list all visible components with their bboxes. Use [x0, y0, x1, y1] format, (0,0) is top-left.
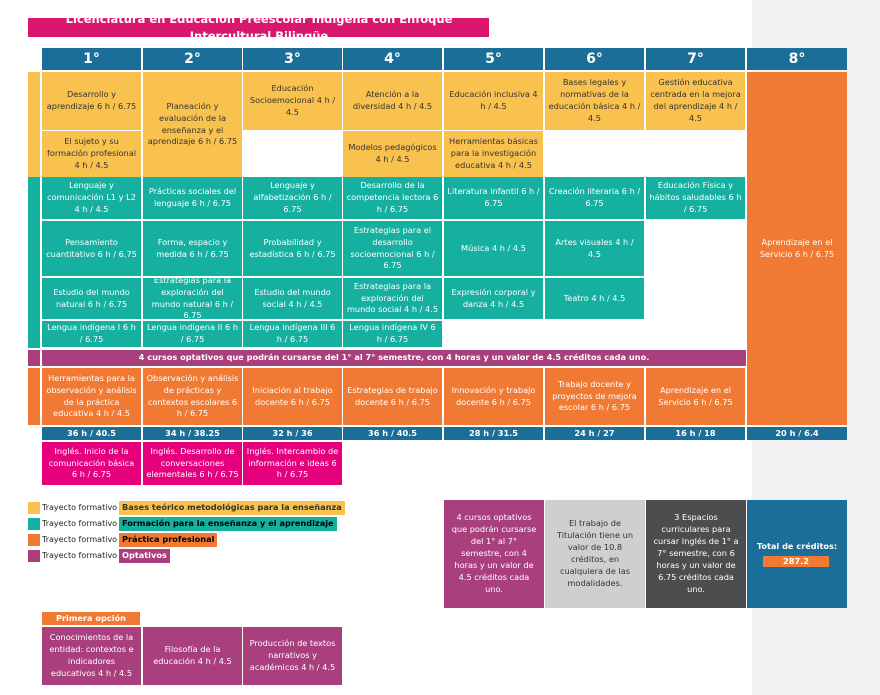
course-cell: Educación inclusiva 4 h / 4.5: [444, 72, 543, 130]
total-box: [747, 500, 847, 608]
course-cell: Inglés. Desarrollo de conversaciones ele…: [143, 442, 242, 485]
course-cell: Filosofía de la educación 4 h / 4.5: [143, 627, 242, 685]
course-cell: Lengua indígena III 6 h / 6.75: [243, 321, 342, 347]
legend-swatch: [28, 518, 40, 530]
semester-header: 8°: [747, 48, 847, 70]
course-cell: Estrategias para el desarrollo socioemoc…: [343, 221, 442, 276]
semester-total: 36 h / 40.5: [343, 427, 442, 440]
semester-total: 24 h / 27: [545, 427, 644, 440]
course-cell: Planeación y evaluación de la enseñanza …: [143, 72, 242, 177]
course-cell: Literatura infantil 6 h / 6.75: [444, 177, 543, 219]
course-cell: Lenguaje y alfabetización 6 h / 6.75: [243, 177, 342, 219]
course-cell: Creación literaria 6 h / 6.75: [545, 177, 644, 219]
course-cell: Expresión corporal y danza 4 h / 4.5: [444, 278, 543, 319]
course-cell: Innovación y trabajo docente 6 h / 6.75: [444, 368, 543, 425]
semester-header: 5°: [444, 48, 543, 70]
course-cell: Teatro 4 h / 4.5: [545, 278, 644, 319]
course-cell: Forma, espacio y medida 6 h / 6.75: [143, 221, 242, 276]
semester-total: 34 h / 38.25: [143, 427, 242, 440]
course-cell: Bases legales y normativas de la educaci…: [545, 72, 644, 130]
course-cell: Estudio del mundo natural 6 h / 6.75: [42, 278, 141, 319]
course-cell: Observación y análisis de prácticas y co…: [143, 368, 242, 425]
semester-total: 36 h / 40.5: [42, 427, 141, 440]
legend-swatch: [28, 502, 40, 514]
course-cell: Gestión educativa centrada en la mejora …: [646, 72, 745, 130]
course-cell: Inglés. Intercambio de información e ide…: [243, 442, 342, 485]
semester-header: 6°: [545, 48, 644, 70]
semester-total: 20 h / 6.4: [747, 427, 847, 440]
legend-prefix: Trayecto formativo: [42, 519, 118, 529]
course-cell: Estrategias para la exploración del mund…: [143, 275, 242, 320]
trajectory-strip: [28, 350, 40, 366]
legend-label: Bases teórico metodológicas para la ense…: [119, 501, 345, 515]
legend-prefix: Trayecto formativo: [42, 551, 118, 561]
legend-label: Formación para la enseñanza y el aprendi…: [119, 517, 337, 531]
course-cell: Conocimientos de la entidad: contextos e…: [42, 627, 141, 685]
note-box: 3 Espacios curriculares para cursar Ingl…: [646, 500, 746, 608]
course-cell: Desarrollo de la competencia lectora 6 h…: [343, 177, 442, 219]
course-cell: Desarrollo y aprendizaje 6 h / 6.75: [42, 72, 141, 130]
course-cell: Aprendizaje en el Servicio 6 h / 6.75: [646, 368, 745, 425]
course-cell: Estudio del mundo social 4 h / 4.5: [243, 278, 342, 319]
course-cell: Estrategias para la exploración del mund…: [343, 278, 442, 319]
total-label: Total de créditos:: [756, 541, 838, 552]
option-label: Primera opción: [42, 612, 140, 625]
course-cell: Herramientas básicas para la investigaci…: [444, 131, 543, 177]
course-cell: Iniciación al trabajo docente 6 h / 6.75: [243, 368, 342, 425]
course-cell: Lenguaje y comunicación L1 y L2 4 h / 4.…: [42, 177, 141, 219]
course-cell: Modelos pedagógicos 4 h / 4.5: [343, 131, 442, 177]
semester-header: 7°: [646, 48, 745, 70]
course-cell: Probabilidad y estadística 6 h / 6.75: [243, 221, 342, 276]
trajectory-strip: [28, 72, 40, 177]
semester-total: 16 h / 18: [646, 427, 745, 440]
semester-total: 32 h / 36: [243, 427, 342, 440]
semester-header: 2°: [143, 48, 242, 70]
course-cell: Pensamiento cuantitativo 6 h / 6.75: [42, 221, 141, 276]
note-box: 4 cursos optativos que podrán cursarse d…: [444, 500, 544, 608]
note-box: El trabajo de Titulación tiene un valor …: [545, 500, 645, 608]
legend-prefix: Trayecto formativo: [42, 503, 118, 513]
course-cell: Lengua indígena I 6 h / 6.75: [42, 321, 141, 347]
legend-prefix: Trayecto formativo: [42, 535, 118, 545]
page-title: Licenciatura en Educación Preescolar Ind…: [28, 12, 489, 43]
legend-swatch: [28, 534, 40, 546]
course-cell: Prácticas sociales del lenguaje 6 h / 6.…: [143, 177, 242, 219]
course-cell: El sujeto y su formación profesional 4 h…: [42, 131, 141, 177]
total-value: 287.2: [763, 556, 829, 567]
legend-label: Optativos: [119, 549, 170, 563]
legend-label: Práctica profesional: [119, 533, 218, 547]
course-cell: Educación Socioemocional 4 h / 4.5: [243, 72, 342, 130]
course-cell: Herramientas para la observación y análi…: [42, 368, 141, 425]
course-cell: Aprendizaje en el Servicio 6 h / 6.75: [747, 72, 847, 425]
semester-header: 3°: [243, 48, 342, 70]
course-cell: Atención a la diversidad 4 h / 4.5: [343, 72, 442, 130]
course-cell: Lengua indígena II 6 h / 6.75: [143, 321, 242, 347]
course-cell: Artes visuales 4 h / 4.5: [545, 221, 644, 276]
semester-total: 28 h / 31.5: [444, 427, 543, 440]
semester-header: 1°: [42, 48, 141, 70]
course-cell: Trabajo docente y proyectos de mejora es…: [545, 368, 644, 425]
course-cell: Lengua indígena IV 6 h / 6.75: [343, 321, 442, 347]
legend-swatch: [28, 550, 40, 562]
course-cell: Estrategias de trabajo docente 6 h / 6.7…: [343, 368, 442, 425]
trajectory-strip: [28, 368, 40, 425]
semester-header: 4°: [343, 48, 442, 70]
course-cell: Música 4 h / 4.5: [444, 221, 543, 276]
course-cell: Educación Física y hábitos saludables 6 …: [646, 177, 745, 219]
optional-band: 4 cursos optativos que podrán cursarse d…: [42, 350, 746, 366]
course-cell: Inglés. Inicio de la comunicación básica…: [42, 442, 141, 485]
course-cell: Producción de textos narrativos y académ…: [243, 627, 342, 685]
trajectory-strip: [28, 177, 40, 348]
